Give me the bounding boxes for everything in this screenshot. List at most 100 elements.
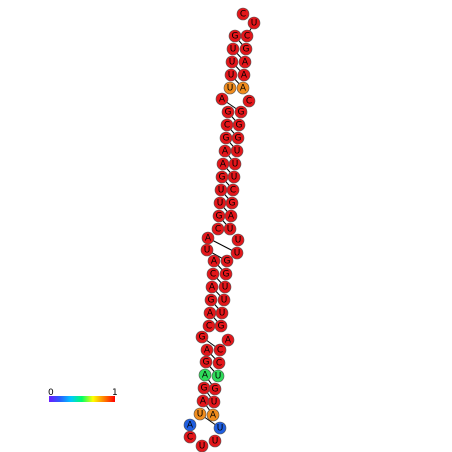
- nucleotide-base-label: U: [234, 147, 241, 157]
- nucleotide-circle: [183, 430, 197, 444]
- nucleotide: A: [198, 368, 212, 382]
- nucleotide-circle: [195, 439, 209, 452]
- nucleotide-base-label: U: [227, 225, 234, 235]
- nucleotide-base-label: A: [219, 95, 226, 105]
- nucleotide-base-label: G: [201, 384, 208, 394]
- nucleotide-base-label: C: [216, 359, 222, 369]
- nucleotide-circle: [228, 157, 242, 171]
- nucleotide: A: [224, 209, 238, 223]
- nucleotide: U: [225, 55, 239, 69]
- nucleotide: G: [204, 293, 218, 307]
- nucleotide: A: [215, 92, 229, 106]
- nucleotide-base-label: A: [242, 58, 249, 68]
- nucleotide: U: [226, 42, 240, 56]
- nucleotide-base-label: A: [209, 283, 216, 293]
- nucleotide-circle: [225, 55, 239, 69]
- nucleotide: U: [193, 407, 207, 421]
- nucleotide: U: [228, 157, 242, 171]
- nucleotide: U: [213, 196, 227, 210]
- nucleotide-circle: [242, 94, 256, 108]
- nucleotide-circle: [217, 293, 231, 307]
- nucleotide-circle: [226, 42, 240, 56]
- nucleotide-base-label: A: [202, 371, 209, 381]
- nucleotide-circle: [207, 395, 221, 409]
- nucleotide-base-label: G: [225, 108, 232, 118]
- nucleotide-base-label: G: [223, 270, 230, 280]
- nucleotide: A: [207, 254, 221, 268]
- nucleotide-circle: [239, 42, 253, 56]
- nucleotide: U: [223, 222, 237, 236]
- nucleotide: C: [206, 267, 220, 281]
- nucleotide-base-label: C: [210, 270, 216, 280]
- nucleotide: U: [224, 68, 238, 82]
- nucleotide-base-label: C: [230, 186, 236, 196]
- nucleotide: G: [219, 131, 233, 145]
- nucleotide: U: [215, 306, 229, 320]
- nucleotide: C: [236, 7, 250, 21]
- nucleotide: C: [211, 222, 225, 236]
- nucleotide: G: [239, 42, 253, 56]
- nucleotide-circle: [223, 81, 237, 95]
- nucleotide-circle: [230, 144, 244, 158]
- nucleotide-base-label: U: [197, 410, 204, 420]
- nucleotide-circle: [234, 105, 248, 119]
- nucleotide-base-label: U: [228, 71, 235, 81]
- nucleotide-circle: [208, 382, 222, 396]
- nucleotide-circle: [236, 81, 250, 95]
- nucleotide-circle: [212, 356, 226, 370]
- nucleotide-circle: [236, 7, 250, 21]
- nucleotide-circle: [223, 222, 237, 236]
- nucleotide-base-label: A: [225, 336, 232, 346]
- nucleotide-base-label: G: [219, 173, 226, 183]
- nucleotide: U: [195, 439, 209, 452]
- nucleotide-base-label: U: [231, 173, 238, 183]
- nucleotide-circle: [219, 267, 233, 281]
- nucleotide-circle: [195, 330, 209, 344]
- nucleotide-circle: [224, 68, 238, 82]
- nucleotide: G: [212, 209, 226, 223]
- nucleotide: G: [234, 105, 248, 119]
- nucleotide: A: [238, 55, 252, 69]
- nucleotide-circle: [221, 333, 235, 347]
- nucleotide: U: [207, 395, 221, 409]
- nucleotide: C: [226, 183, 240, 197]
- nucleotide-base-label: C: [246, 97, 252, 107]
- nucleotide-base-label: A: [240, 84, 247, 94]
- nucleotide: A: [205, 280, 219, 294]
- nucleotide-base-label: U: [227, 84, 234, 94]
- nucleotide: A: [200, 343, 214, 357]
- nucleotide: U: [218, 280, 232, 294]
- nucleotide-base-label: U: [215, 372, 222, 382]
- nucleotide: G: [225, 196, 239, 210]
- nucleotide-base-label: U: [230, 45, 237, 55]
- nucleotide-circle: [204, 293, 218, 307]
- nucleotide: A: [216, 157, 230, 171]
- nucleotide-circle: [208, 434, 222, 448]
- nucleotide: U: [223, 81, 237, 95]
- nucleotide-circle: [220, 254, 234, 268]
- nucleotide-base-label: U: [199, 442, 206, 452]
- nucleotide-base-label: A: [187, 421, 194, 431]
- nucleotide-base-label: U: [251, 19, 258, 29]
- nucleotide: A: [237, 68, 251, 82]
- nucleotide-circle: [213, 421, 227, 435]
- nucleotide-base-label: U: [222, 283, 229, 293]
- nucleotide: G: [215, 170, 229, 184]
- nucleotide: G: [231, 131, 245, 145]
- nucleotide: A: [221, 333, 235, 347]
- nucleotide: C: [212, 356, 226, 370]
- nucleotide-base-label: U: [232, 160, 239, 170]
- nucleotide-circle: [215, 306, 229, 320]
- nucleotide: G: [219, 267, 233, 281]
- nucleotide-circle: [227, 170, 241, 184]
- nucleotide: G: [199, 355, 213, 369]
- nucleotide: A: [183, 418, 197, 432]
- nucleotide: C: [213, 343, 227, 357]
- nucleotide-circle: [214, 319, 228, 333]
- nucleotide-base-label: A: [205, 234, 212, 244]
- nucleotide-base-label: A: [211, 257, 218, 267]
- nucleotide-base-label: U: [211, 398, 218, 408]
- nucleotide-circle: [232, 118, 246, 132]
- nucleotide-circle: [247, 16, 261, 30]
